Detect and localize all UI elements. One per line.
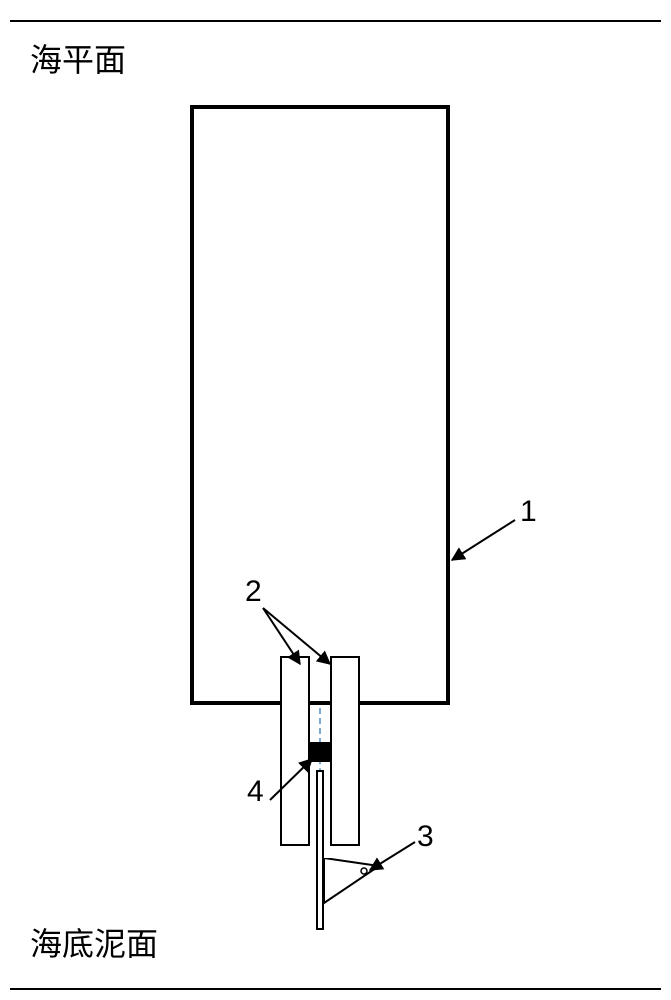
callout-1: 1: [520, 495, 537, 529]
block-part-4: [310, 742, 330, 762]
rod: [316, 770, 324, 930]
pillar-right: [330, 656, 360, 846]
sea-level-line: [10, 20, 661, 22]
callout-3: 3: [417, 820, 434, 854]
main-body-rect: [190, 105, 450, 705]
wedge-part-3: [324, 858, 384, 908]
callout-2: 2: [245, 575, 262, 609]
sea-level-label: 海平面: [30, 35, 126, 81]
pillar-left: [280, 656, 310, 846]
mudline-line: [10, 988, 661, 990]
mudline-label: 海底泥面: [30, 919, 158, 965]
callout-4: 4: [247, 775, 264, 809]
